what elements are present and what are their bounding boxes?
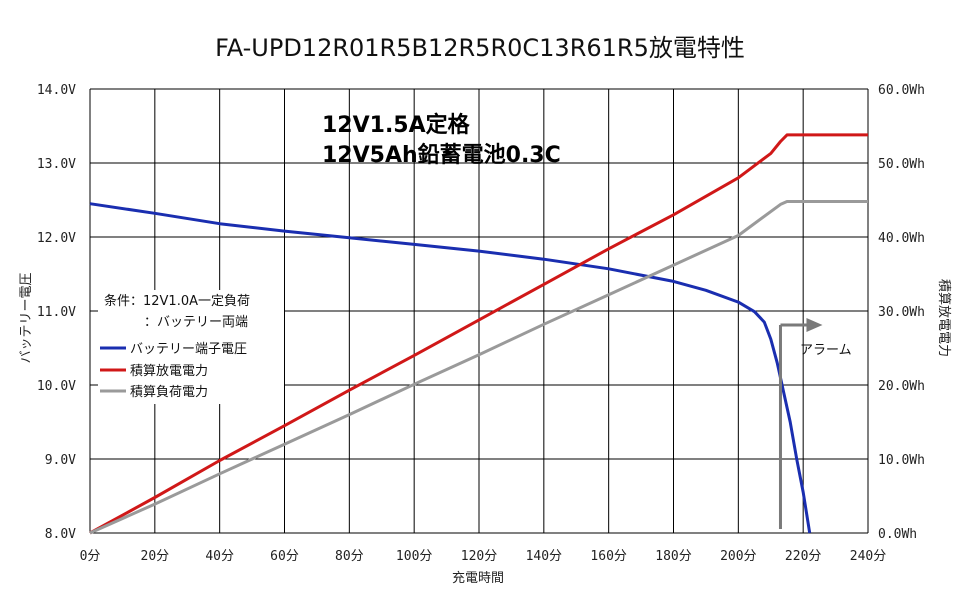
y-left-tick-label: 10.0V (37, 379, 76, 394)
y-right-axis-title: 積算放電電力 (936, 279, 951, 357)
alarm-marker: アラーム (778, 318, 852, 529)
condition-line-2: ：バッテリー両端 (144, 315, 248, 330)
y-right-tick-label: 10.0Wh (878, 453, 925, 468)
y-left-tick-label: 11.0V (37, 305, 76, 320)
y-left-tick-label: 8.0V (45, 527, 76, 542)
x-tick-label: 120分 (461, 549, 497, 564)
x-tick-label: 20分 (141, 549, 170, 564)
condition-line-1: 条件：12V1.0A一定負荷 (104, 293, 250, 309)
y-left-tick-label: 12.0V (37, 231, 76, 246)
x-tick-label: 0分 (80, 549, 101, 564)
y-left-axis-title: バッテリー電圧 (19, 272, 34, 363)
spec-rating-label: 12V1.5A定格 (322, 112, 471, 138)
alarm-arrow-head (806, 318, 823, 332)
grid (89, 88, 869, 534)
x-tick-label: 220分 (785, 549, 821, 564)
tick-labels: 0分 20分 40分 60分 80分 100分 120分 140分 160分 180分 200分 22… (37, 83, 925, 564)
y-right-tick-label: 40.0Wh (878, 231, 925, 246)
x-tick-label: 180分 (655, 549, 691, 564)
x-tick-label: 80分 (335, 549, 364, 564)
y-left-tick-label: 14.0V (37, 83, 76, 98)
x-tick-label: 100分 (396, 549, 432, 564)
x-tick-label: 60分 (270, 549, 299, 564)
legend-label-discharge: 積算放電電力 (130, 364, 208, 379)
legend: 条件：12V1.0A一定負荷 ：バッテリー両端 バッテリー端子電圧 積算放電電力… (98, 290, 284, 404)
y-right-tick-label: 50.0Wh (878, 157, 925, 172)
y-left-tick-label: 13.0V (37, 157, 76, 172)
y-left-tick-label: 9.0V (45, 453, 76, 468)
x-tick-label: 140分 (526, 549, 562, 564)
series-line-voltage (89, 202, 812, 534)
x-tick-label: 40分 (205, 549, 234, 564)
spec-battery-label: 12V5Ah鉛蓄電池0.3C (322, 142, 561, 168)
x-tick-label: 200分 (720, 549, 756, 564)
legend-label-load: 積算負荷電力 (130, 385, 208, 400)
y-right-tick-label: 30.0Wh (878, 305, 925, 320)
y-right-tick-label: 60.0Wh (878, 83, 925, 98)
series-line-discharge (89, 133, 868, 535)
series-line-load (89, 200, 868, 535)
y-right-tick-label: 20.0Wh (878, 379, 925, 394)
alarm-label: アラーム (800, 343, 852, 358)
y-right-tick-label: 0.0Wh (878, 527, 917, 542)
x-axis-title: 充電時間 (452, 570, 504, 586)
legend-label-voltage: バッテリー端子電圧 (130, 342, 247, 357)
legend-background (98, 290, 284, 404)
x-tick-label: 160分 (590, 549, 626, 564)
series-lines (89, 133, 868, 535)
x-tick-label: 240分 (850, 549, 886, 564)
chart-title: FA-UPD12R01R5B12R5R0C13R61R5放電特性 (215, 34, 745, 62)
